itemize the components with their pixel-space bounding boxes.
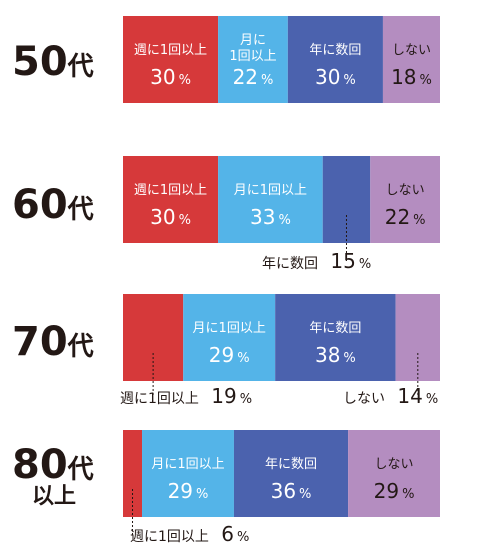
segment-name: 月に1回以上 (234, 183, 307, 198)
bar-segment (370, 156, 440, 243)
age-label: 70代 (12, 319, 94, 365)
segment-value: 29% (374, 479, 415, 503)
segment-value: 22% (385, 205, 426, 229)
bar-segment (382, 16, 440, 103)
bar-segment (142, 430, 234, 517)
segment-name: 年に数回 (309, 321, 361, 336)
segment-name: しない (375, 457, 414, 472)
segment-name: しない (386, 183, 425, 198)
bar-segment (322, 156, 371, 243)
bar-segment (123, 430, 143, 517)
segment-name: 1回以上 (229, 49, 276, 64)
segment-value: 30% (315, 65, 356, 89)
segment-name: 週に1回以上 (134, 43, 207, 58)
segment-value: 30% (150, 65, 191, 89)
age-label: 60代 (12, 182, 94, 228)
segment-value: 22% (233, 65, 274, 89)
segment-outside-label: しない 14% (343, 384, 438, 408)
bar-segment (275, 294, 396, 381)
bar-segment (287, 16, 383, 103)
age-label: 50代 (12, 39, 94, 85)
segment-name: 月に1回以上 (193, 321, 266, 336)
bar-segment (348, 430, 440, 517)
bar-segment (123, 16, 219, 103)
segment-value: 38% (315, 343, 356, 367)
segment-name: 週に1回以上 (134, 183, 207, 198)
bar-segment (123, 156, 219, 243)
bar-segment (218, 16, 288, 103)
segment-name: 年に数回 (265, 457, 317, 472)
segment-value: 29% (209, 343, 250, 367)
segment-value: 36% (271, 479, 312, 503)
segment-name: 年に数回 (309, 43, 361, 58)
bar-segment (218, 156, 323, 243)
segment-value: 29% (168, 479, 209, 503)
bar-segment (395, 294, 440, 381)
segment-value: 18% (391, 65, 432, 89)
bar-segment (123, 294, 184, 381)
segment-name: 月に (240, 33, 266, 48)
age-label-sub: 以上 (32, 484, 76, 509)
segment-name: しない (392, 43, 431, 58)
segment-outside-label: 週に1回以上 19% (120, 384, 252, 408)
age-label: 80代 (12, 442, 94, 488)
segment-value: 30% (150, 205, 191, 229)
segment-outside-label: 年に数回 15% (262, 249, 371, 273)
segment-value: 33% (250, 205, 291, 229)
bar-segment (233, 430, 349, 517)
bar-segment (183, 294, 276, 381)
segment-outside-label: 週に1回以上 6% (130, 522, 249, 546)
segment-name: 月に1回以上 (151, 457, 224, 472)
